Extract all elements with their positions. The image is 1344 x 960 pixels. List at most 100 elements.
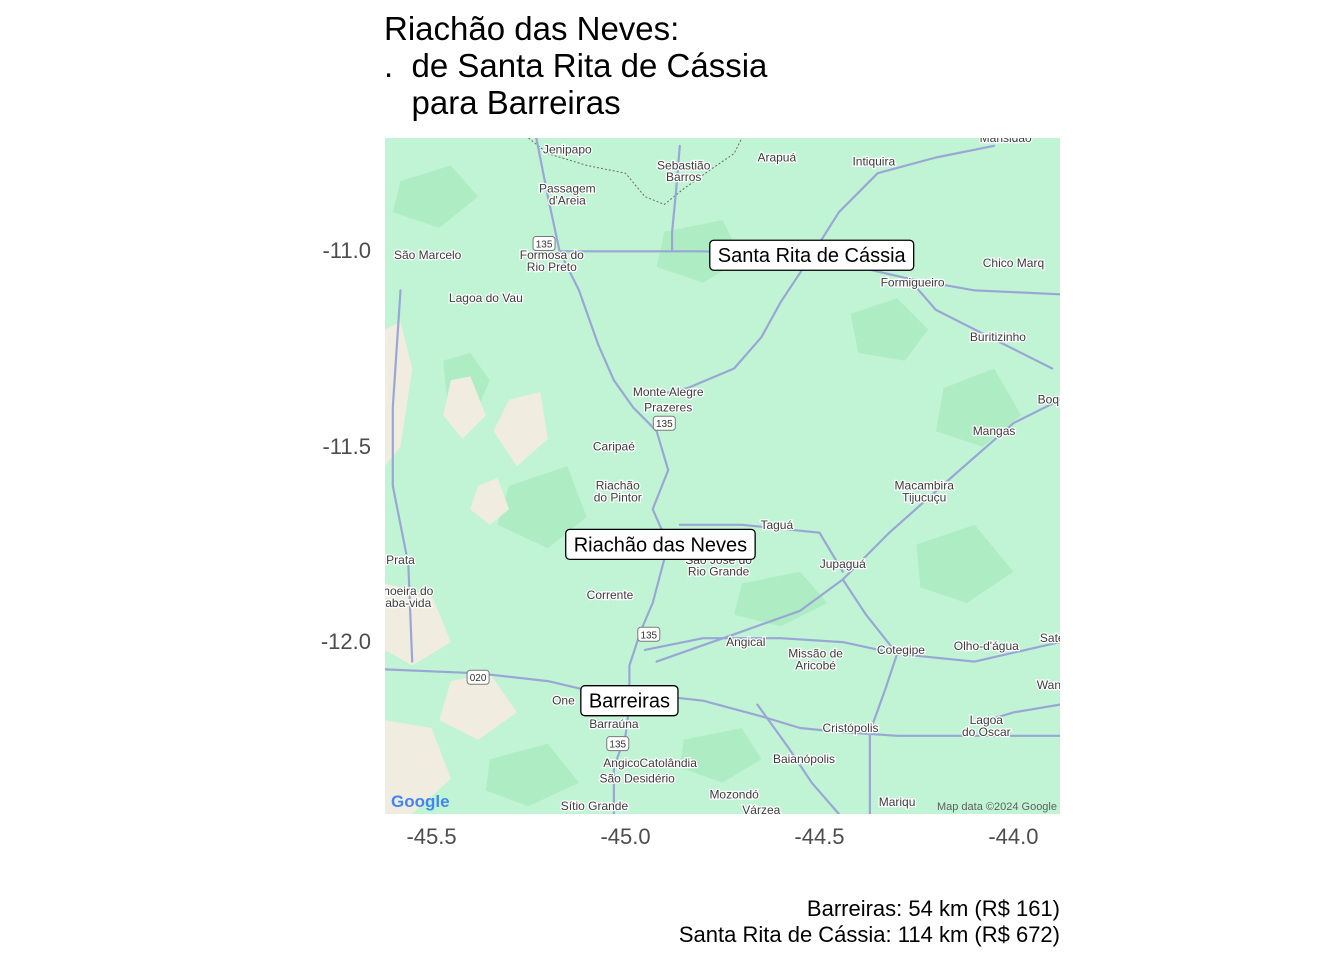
desert-patch: [385, 720, 451, 814]
place-name: São Marcelo: [394, 248, 462, 262]
place-name: Jenipapo: [543, 143, 592, 157]
place-name: Riachão: [596, 479, 640, 493]
desert-patch: [443, 376, 486, 439]
place-name: Mansidão: [980, 138, 1032, 145]
road-line: [907, 277, 1054, 370]
place-name: Missão de: [788, 647, 843, 661]
shield-background: [606, 736, 630, 752]
highway-shield: 135: [652, 415, 676, 431]
city-label-text: Riachão das Neves: [574, 534, 747, 556]
place-name: Tijucuçu: [902, 490, 946, 504]
place-name: Barros: [666, 170, 701, 184]
place-name: Lagoa do Vau: [449, 291, 523, 305]
place-name: Mozondó: [709, 787, 759, 801]
city-label-box: [565, 528, 756, 561]
place-name: Cotegipe: [877, 643, 925, 657]
city-label-text: Barreiras: [589, 691, 670, 713]
terrain-patch: [392, 165, 479, 228]
shield-number: 135: [656, 419, 673, 430]
road-line: [810, 144, 996, 257]
chart-title: Riachão das Neves: . de Santa Rita de Cá…: [384, 10, 768, 121]
place-name: Chico Marq: [983, 256, 1044, 270]
y-tick-label: -11.0: [322, 238, 371, 264]
city-label-layer: Santa Rita de Cássia Riachão das Neves Bar…: [565, 239, 915, 717]
y-tick-label: -12.0: [320, 629, 371, 655]
place-name: Sebastião: [657, 158, 711, 172]
place-name: Rio Grande: [688, 565, 750, 579]
desert-patch: [493, 392, 548, 467]
place-name: Arapuá: [757, 150, 796, 164]
state-border-layer: [528, 138, 743, 205]
terrain-patch: [935, 368, 1022, 447]
place-name: Boq: [1038, 393, 1059, 407]
road-line: [973, 703, 1060, 726]
city-label: Riachão das Neves: [565, 528, 756, 561]
city-label-box: [709, 239, 915, 271]
road-line: [651, 254, 813, 397]
place-name: Baianópolis: [773, 752, 835, 766]
place-name: One: [552, 694, 575, 708]
road-line: [655, 398, 1060, 663]
place-name: Taguá: [760, 518, 793, 532]
place-name: Cristópolis: [823, 721, 879, 735]
place-name: Sate: [1040, 631, 1060, 645]
terrain-patch: [679, 728, 762, 783]
terrain-desert-layer: [385, 321, 548, 814]
place-name: Sítio Grande: [561, 799, 629, 813]
place-name: Olho-d'água: [954, 639, 1019, 653]
place-name: Macambira: [895, 479, 955, 493]
place-name: Mangas: [973, 424, 1016, 438]
shield-background: [532, 236, 556, 252]
place-name: Caripaé: [593, 440, 635, 454]
place-name: Prazeres: [644, 401, 692, 415]
place-name: São Desidério: [599, 772, 675, 786]
highway-shield: 135: [637, 626, 661, 642]
desert-patch: [470, 478, 510, 525]
road-line: [756, 703, 840, 814]
terrain-patch: [916, 524, 1014, 603]
place-name: Jupaguá: [820, 557, 866, 571]
shield-number: 135: [536, 240, 553, 251]
place-name: Buritizinho: [970, 330, 1026, 344]
highway-shield: 135: [606, 736, 630, 752]
place-name: Formosa do: [520, 248, 584, 262]
distance-caption: Barreiras: 54 km (R$ 161) Santa Rita de …: [679, 896, 1060, 948]
terrain-patch: [497, 466, 587, 549]
place-name: Corrente: [587, 588, 634, 602]
x-tick-label: -44.0: [988, 824, 1039, 849]
desert-patch: [439, 673, 517, 740]
place-name: Aricobé: [795, 658, 836, 672]
place-name: Passagem: [539, 182, 596, 196]
place-name: aba-vida: [385, 596, 431, 610]
place-name: Angical: [726, 635, 765, 649]
place-name: Angico: [603, 756, 640, 770]
place-name: Lagoa: [970, 713, 1004, 727]
city-label: Barreiras: [580, 685, 679, 717]
road-line: [385, 668, 1060, 737]
place-name: Prata: [386, 553, 415, 567]
google-logo: Google: [391, 792, 450, 811]
place-name: Wand: [1037, 678, 1060, 692]
x-tick-label: -44.5: [794, 824, 845, 849]
highway-shield: 020: [466, 669, 490, 685]
caption-santa-rita: Santa Rita de Cássia: 114 km (R$ 672): [678, 922, 1060, 947]
place-name: d'Areia: [549, 193, 586, 207]
road-line: [678, 523, 844, 573]
y-tick-label: -11.5: [322, 433, 371, 459]
map-attribution: Map data ©2024 Google: [937, 801, 1057, 813]
shield-background: [466, 669, 490, 685]
place-name: Mariqu: [879, 795, 916, 809]
road-line: [671, 144, 681, 253]
terrain-patch: [850, 298, 929, 361]
terrain-patch: [485, 743, 579, 807]
caption-barreiras: Barreiras: 54 km (R$ 161): [806, 896, 1060, 921]
road-line: [391, 289, 414, 663]
city-label: Santa Rita de Cássia: [709, 239, 915, 271]
map-panel[interactable]: 135 135 135 020 135 Jenipapo Sebastião Barros A…: [385, 138, 1060, 814]
road-layer: [385, 138, 1060, 814]
x-tick-label: -45.5: [406, 824, 457, 849]
place-name: Monte Alegre: [633, 385, 704, 399]
place-name: Intiquira: [852, 154, 895, 168]
shield-number: 135: [609, 740, 626, 751]
city-label-box: [580, 685, 679, 717]
